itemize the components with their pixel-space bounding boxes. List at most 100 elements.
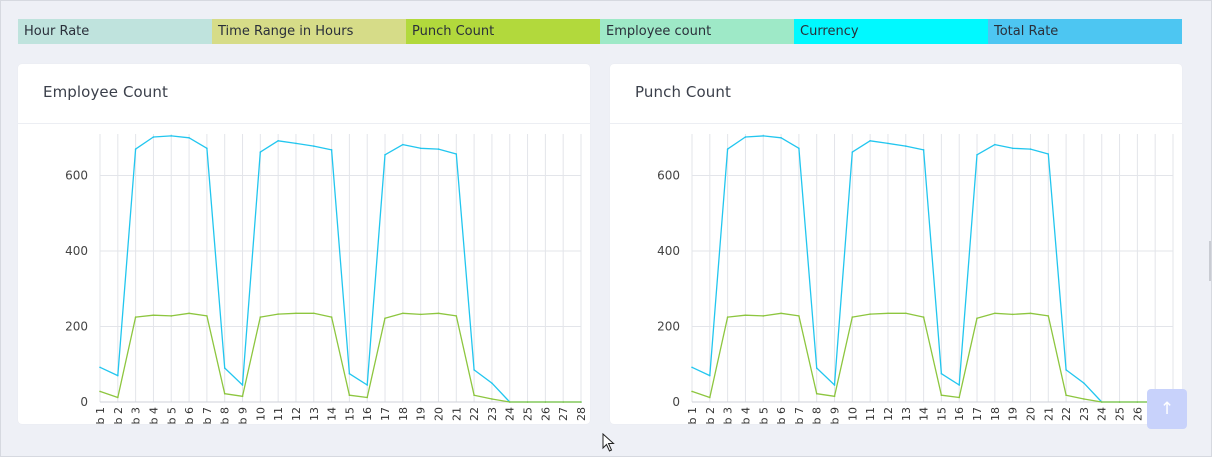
data-point-0 (117, 374, 119, 377)
x-tick-label: Feb 19 (415, 407, 428, 424)
data-point-1 (544, 401, 547, 403)
x-tick-label: Feb 6 (775, 407, 788, 424)
data-point-1 (259, 316, 262, 318)
data-point-0 (295, 142, 297, 145)
data-point-1 (241, 395, 244, 398)
data-point-0 (994, 143, 996, 146)
data-point-1 (887, 312, 889, 315)
x-tick-label: Feb 8 (219, 407, 232, 424)
data-point-1 (348, 394, 351, 397)
x-tick-label: Feb 6 (183, 407, 196, 424)
data-point-0 (762, 135, 765, 137)
data-point-1 (473, 394, 475, 397)
data-point-0 (1029, 148, 1032, 150)
data-point-1 (744, 314, 747, 316)
data-point-1 (833, 395, 836, 398)
x-tick-label: Feb 23 (1078, 407, 1091, 424)
data-point-0 (940, 372, 943, 375)
y-tick-label: 200 (657, 320, 680, 334)
data-point-1 (798, 315, 800, 317)
legend-item-currency[interactable]: Currency (794, 19, 988, 44)
x-tick-label: Feb 12 (882, 407, 895, 424)
data-point-1 (958, 396, 961, 399)
x-tick-label: Feb 15 (343, 407, 356, 424)
x-tick-label: Feb 11 (864, 407, 877, 424)
x-tick-label: Feb 23 (486, 407, 499, 424)
data-point-0 (312, 145, 315, 147)
data-point-0 (99, 366, 101, 369)
data-point-1 (1029, 312, 1032, 315)
data-point-0 (709, 374, 711, 377)
data-point-1 (562, 401, 564, 403)
data-point-1 (869, 313, 871, 315)
data-point-0 (402, 143, 404, 146)
x-tick-label: Feb 15 (935, 407, 948, 424)
series-line-0 (691, 135, 1173, 403)
data-point-1 (780, 312, 782, 315)
x-tick-label: Feb 21 (1042, 407, 1055, 424)
employee-count-title: Employee Count (43, 83, 169, 101)
data-point-0 (455, 153, 458, 155)
x-tick-label: Feb 12 (290, 407, 303, 424)
data-point-0 (188, 136, 190, 139)
data-point-1 (384, 317, 386, 320)
data-point-0 (780, 136, 782, 139)
y-tick-label: 400 (65, 244, 88, 258)
x-tick-label: Feb 25 (522, 407, 535, 424)
data-point-1 (277, 313, 279, 315)
x-tick-label: Feb 21 (450, 407, 463, 424)
x-tick-label: Feb 13 (308, 407, 321, 424)
x-tick-label: Feb 22 (1060, 407, 1073, 424)
data-point-1 (976, 317, 978, 320)
x-tick-label: Feb 2 (112, 407, 125, 424)
y-tick-label: 0 (672, 395, 680, 409)
mouse-cursor-icon (602, 433, 615, 452)
scrollbar-thumb[interactable] (1209, 241, 1211, 281)
data-point-0 (744, 136, 747, 138)
x-tick-label: Feb 7 (201, 407, 214, 424)
scroll-to-top-button[interactable]: ↑ (1147, 389, 1187, 429)
data-point-1 (402, 312, 404, 315)
series-line-1 (691, 312, 1173, 403)
y-tick-label: 200 (65, 320, 88, 334)
x-tick-label: Feb 24 (504, 407, 517, 424)
data-point-0 (437, 148, 440, 150)
x-tick-label: Feb 9 (237, 407, 250, 424)
data-point-1 (526, 401, 529, 403)
data-point-1 (99, 390, 101, 393)
x-tick-label: Feb 17 (971, 407, 984, 424)
data-point-0 (384, 153, 386, 156)
legend-item-time-range[interactable]: Time Range in Hours (212, 19, 406, 44)
legend-item-total-rate[interactable]: Total Rate (988, 19, 1182, 44)
data-point-0 (241, 384, 244, 386)
punch-count-title: Punch Count (635, 83, 731, 101)
legend-item-punch-count[interactable]: Punch Count (406, 19, 600, 44)
legend-item-hour-rate[interactable]: Hour Rate (18, 19, 212, 44)
arrow-up-icon: ↑ (1159, 399, 1175, 419)
data-point-0 (798, 147, 800, 150)
x-tick-label: Feb 20 (432, 407, 445, 424)
x-tick-label: Feb 25 (1114, 407, 1127, 424)
x-tick-label: Feb 2 (704, 407, 717, 424)
data-point-1 (206, 315, 208, 317)
data-point-1 (223, 392, 226, 395)
data-point-0 (491, 382, 493, 384)
data-point-1 (1136, 401, 1139, 403)
x-tick-label: Feb 13 (900, 407, 913, 424)
y-tick-label: 400 (657, 244, 680, 258)
x-tick-label: Feb 5 (165, 407, 178, 424)
legend-item-employee-count[interactable]: Employee count (600, 19, 794, 44)
punch-count-card: Punch Count 0 200 400 600 Feb 1 Feb 2 Feb 3 Feb… (610, 64, 1182, 424)
x-tick-label: Feb 26 (539, 407, 552, 424)
x-tick-label: Feb 20 (1024, 407, 1037, 424)
data-point-0 (922, 149, 925, 151)
punch-count-chart: 0 200 400 600 Feb 1 Feb 2 Feb 3 Feb 4 Feb 5 Feb 6… (657, 134, 1180, 424)
data-point-0 (726, 148, 729, 150)
data-point-1 (940, 394, 943, 397)
x-tick-label: Feb 3 (130, 407, 143, 424)
x-tick-label: Feb 1 (686, 407, 699, 424)
data-point-1 (437, 312, 440, 315)
data-point-1 (922, 316, 925, 318)
legend-bar: Hour Rate Time Range in Hours Punch Coun… (18, 19, 1182, 44)
x-tick-label: Feb 18 (397, 407, 410, 424)
